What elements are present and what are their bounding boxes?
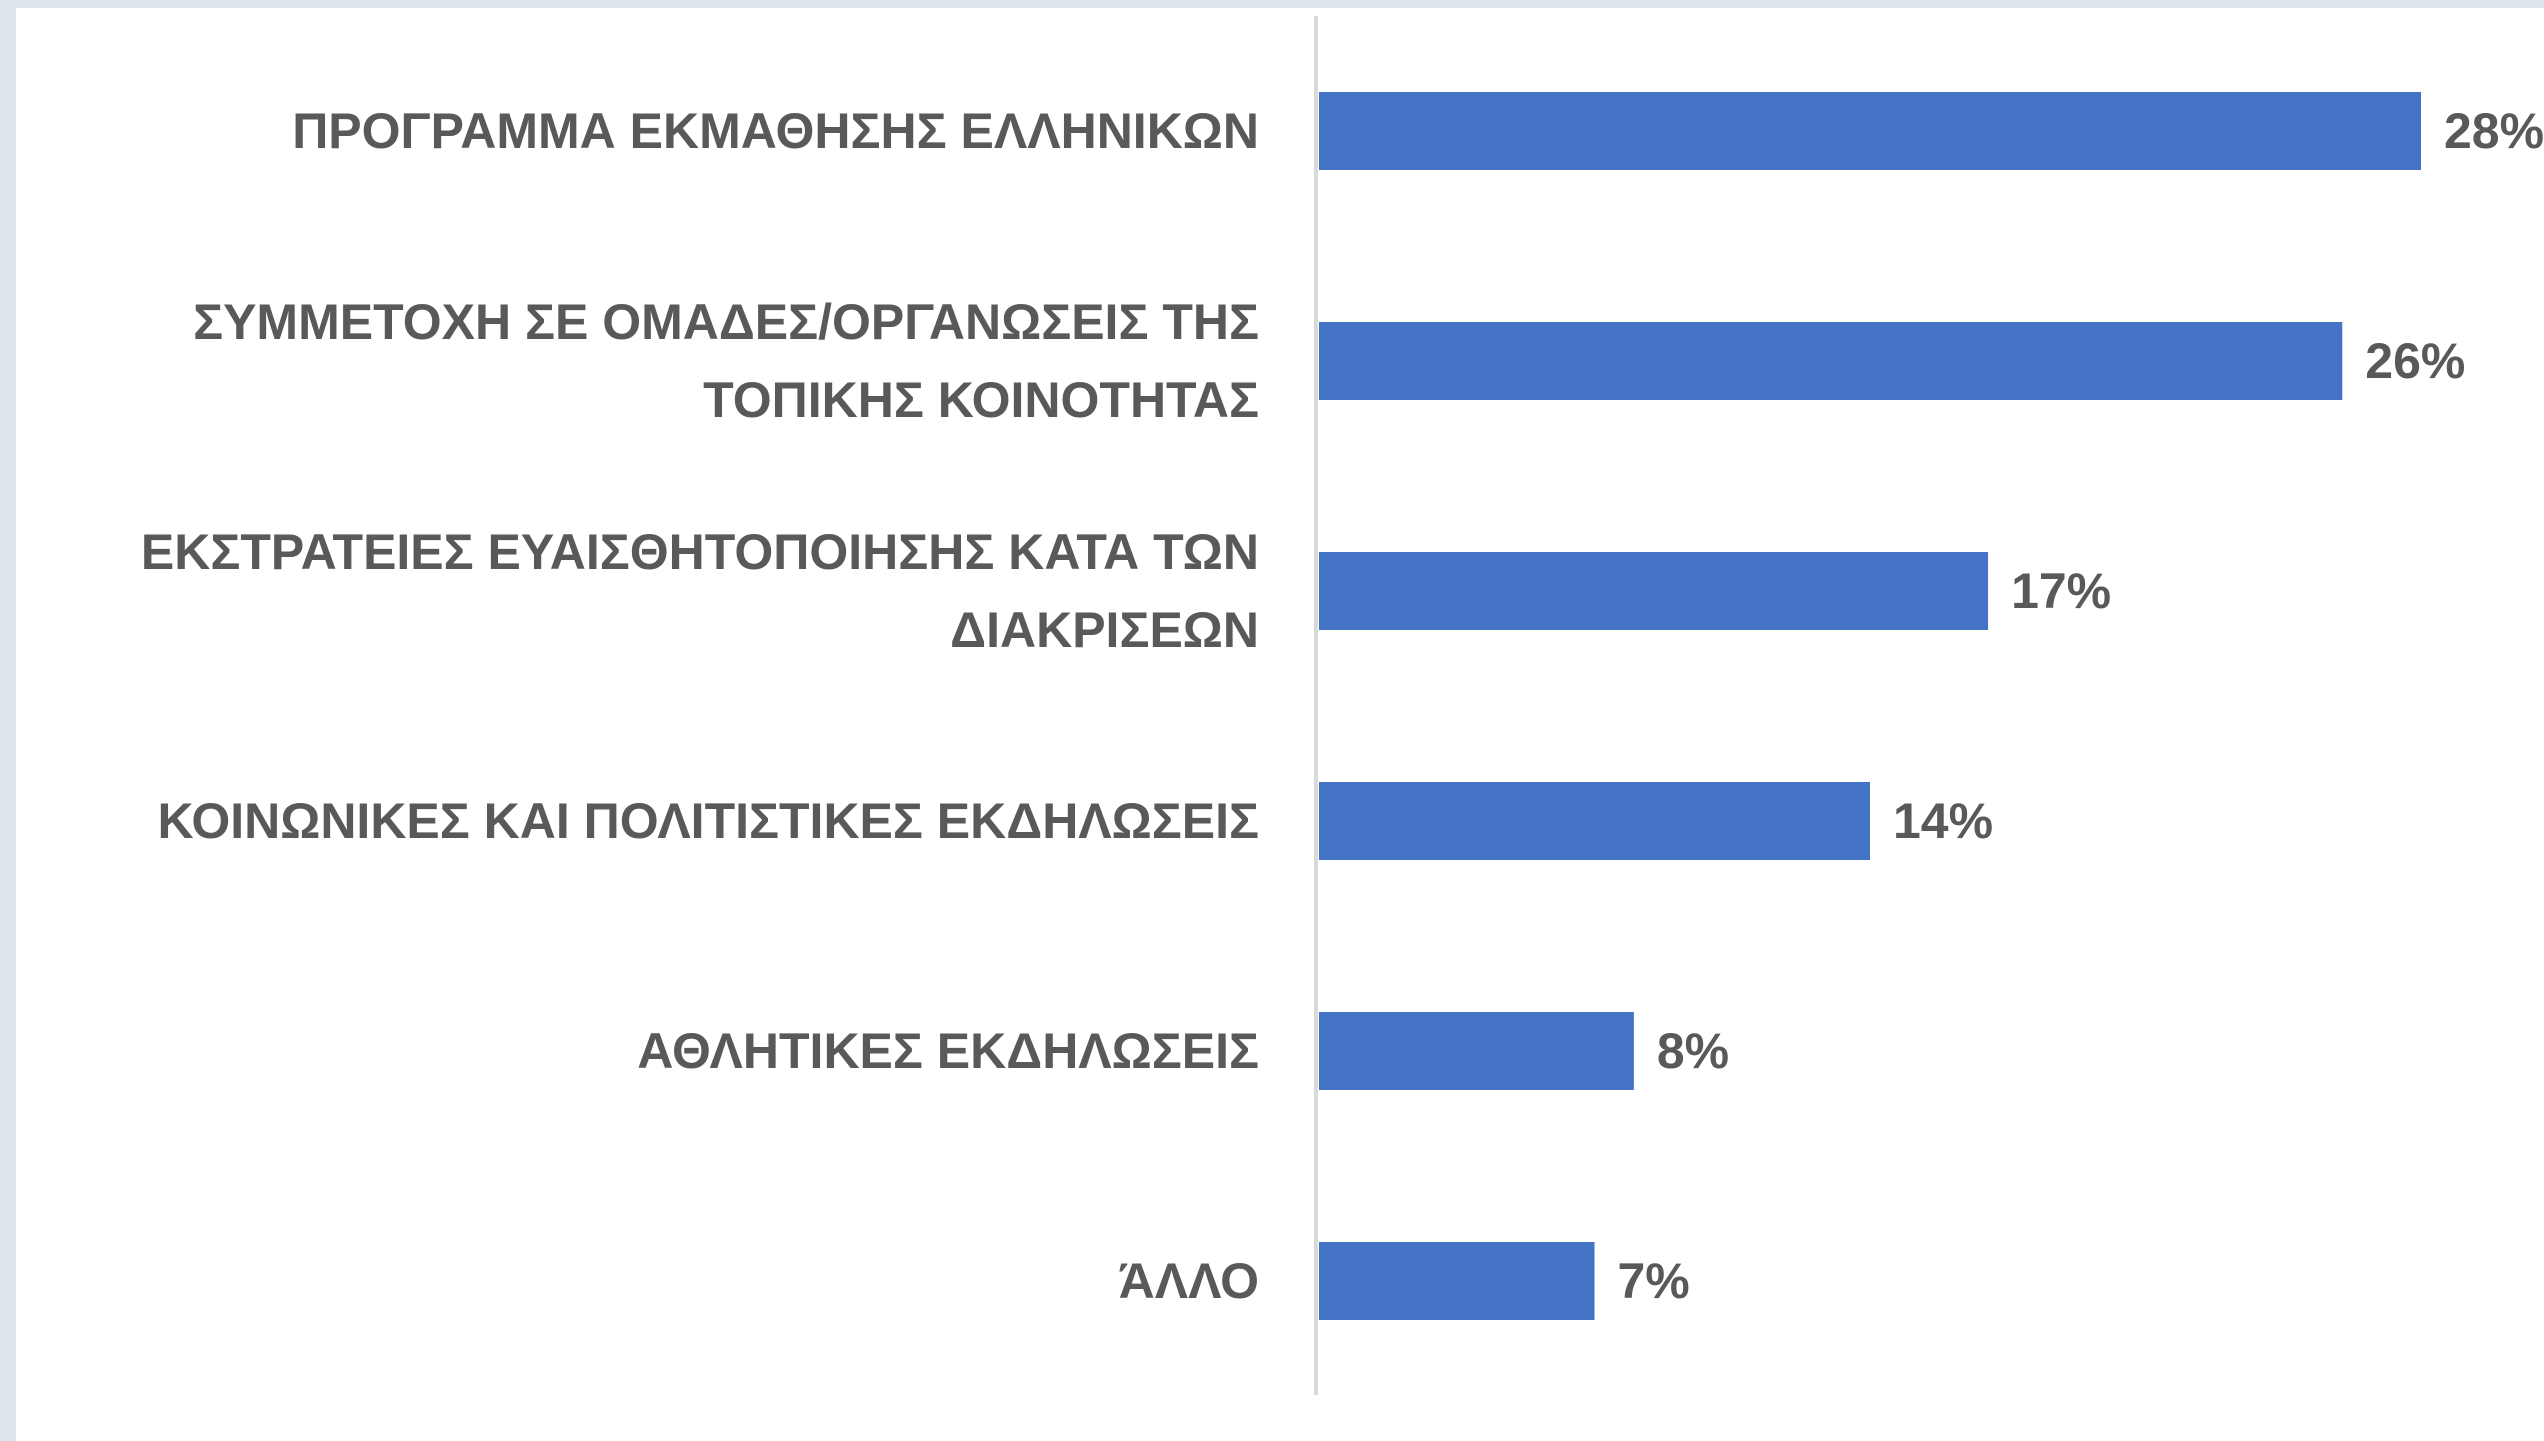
data-label: 14%: [1893, 793, 1993, 849]
data-label: 8%: [1657, 1023, 1729, 1079]
bar: [1319, 1012, 1634, 1090]
plot-background: [16, 8, 2544, 1441]
data-label: 7%: [1618, 1253, 1690, 1309]
bar: [1319, 322, 2343, 400]
category-label: ΣΥΜΜΕΤΟΧΗ ΣΕ ΟΜΑΔΕΣ/ΟΡΓΑΝΩΣΕΙΣ ΤΗΣ ΤΟΠΙΚ…: [193, 294, 1259, 428]
data-label: 26%: [2365, 333, 2465, 389]
category-label: ΠΡΟΓΡΑΜΜΑ ΕΚΜΑΘΗΣΗΣ ΕΛΛΗΝΙΚΩΝ: [292, 103, 1259, 159]
bar: [1319, 782, 1870, 860]
category-label: ΚΟΙΝΩΝΙΚΕΣ ΚΑΙ ΠΟΛΙΤΙΣΤΙΚΕΣ ΕΚΔΗΛΩΣΕΙΣ: [157, 793, 1259, 849]
data-label: 17%: [2011, 563, 2111, 619]
bar: [1319, 552, 1989, 630]
category-label: ΕΚΣΤΡΑΤΕΙΕΣ ΕΥΑΙΣΘΗΤΟΠΟΙΗΣΗΣ ΚΑΤΑ ΤΩΝ ΔΙ…: [140, 524, 1259, 658]
bar: [1319, 92, 2421, 170]
data-label: 28%: [2444, 103, 2544, 159]
category-label: ΆΛΛΟ: [1118, 1253, 1259, 1309]
category-label: ΑΘΛΗΤΙΚΕΣ ΕΚΔΗΛΩΣΕΙΣ: [637, 1023, 1259, 1079]
bar: [1319, 1242, 1595, 1320]
